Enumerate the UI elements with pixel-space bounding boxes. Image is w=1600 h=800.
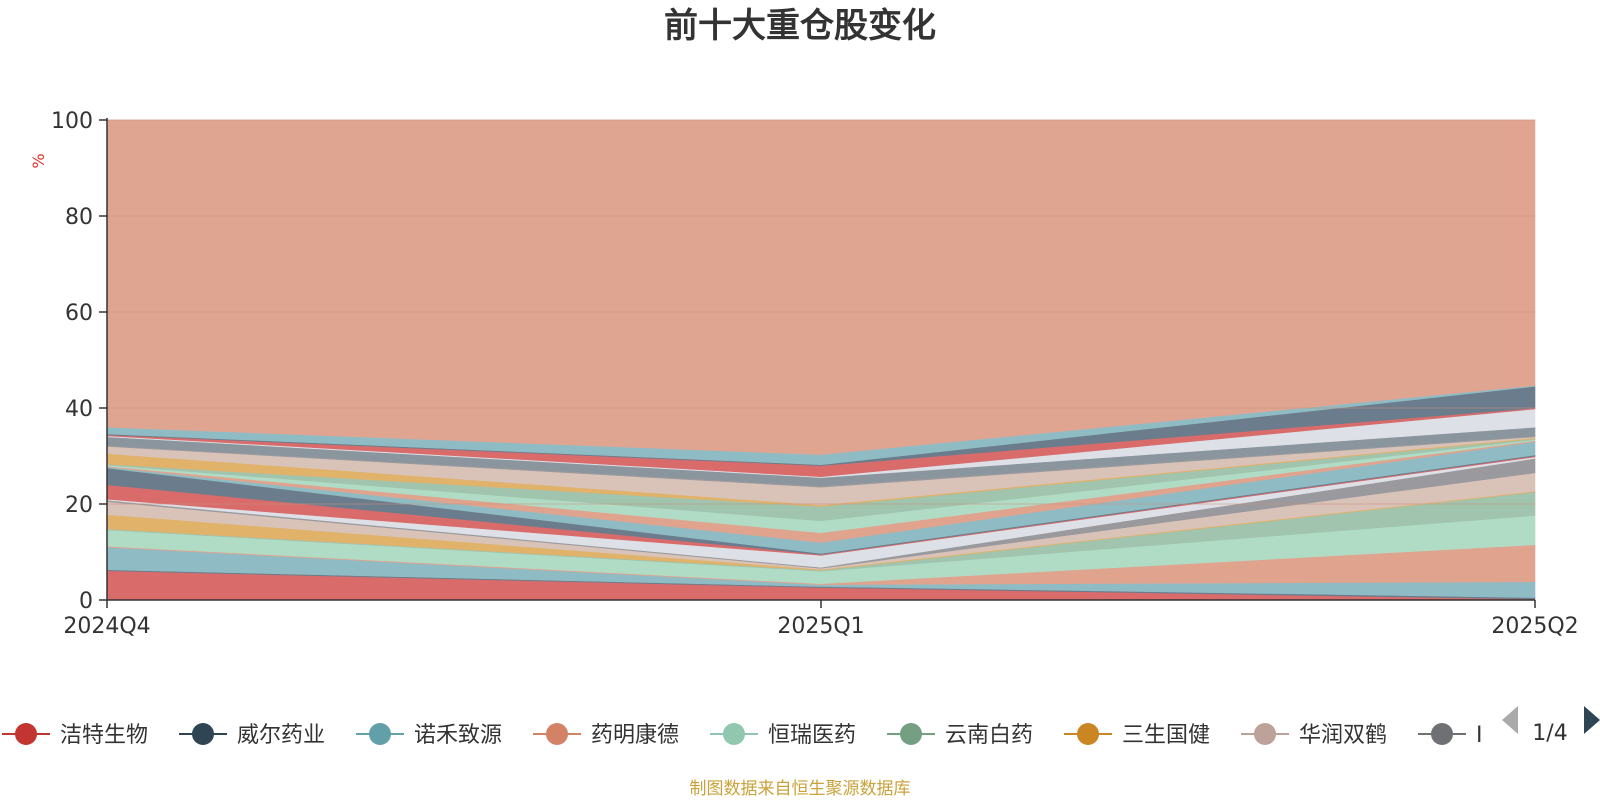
legend-item[interactable]: 三生国健 [1064, 723, 1210, 748]
legend-marker-icon [192, 723, 214, 745]
legend-item[interactable]: 威尔药业 [179, 723, 325, 748]
legend-item[interactable]: 洁特生物 [2, 723, 148, 748]
legend-item[interactable]: I [1418, 723, 1483, 748]
legend-label: 三生国健 [1122, 723, 1210, 748]
legend-label: 恒瑞医药 [768, 723, 856, 748]
legend-marker-icon [900, 723, 922, 745]
legend-label: 洁特生物 [60, 723, 148, 748]
x-tick-labels: 2024Q4 2025Q1 2025Q2 [63, 600, 1579, 639]
legend-item[interactable]: 诺禾致源 [356, 723, 502, 748]
legend-label: I [1476, 723, 1483, 748]
next-page-icon[interactable] [1584, 706, 1600, 734]
y-tick-label: 80 [65, 205, 93, 230]
gridlines [107, 119, 1535, 505]
legend-marker-icon [723, 723, 745, 745]
legend-marker-icon [369, 723, 391, 745]
legend-marker-icon [1077, 723, 1099, 745]
area-band-24 [106, 119, 1536, 455]
prev-page-icon[interactable] [1502, 706, 1518, 734]
y-tick-label: 60 [65, 301, 93, 326]
area-layers [106, 119, 1536, 601]
chart-title: 前十大重仓股变化 [664, 6, 936, 46]
y-tick-label: 0 [79, 589, 93, 614]
legend-item[interactable]: 华润双鹤 [1241, 723, 1387, 748]
legend[interactable]: 洁特生物 威尔药业 诺禾致源 药明康德 恒瑞医药 云南白药 三生国健 华润双鹤 I [2, 723, 1483, 748]
legend-label: 诺禾致源 [414, 723, 502, 748]
y-tick-labels: 0 20 40 60 80 100 [51, 109, 107, 614]
y-tick-label: 40 [65, 397, 93, 422]
legend-page-indicator: 1/4 [1532, 721, 1567, 746]
legend-marker-icon [1431, 723, 1453, 745]
legend-label: 云南白药 [945, 723, 1033, 748]
legend-item[interactable]: 云南白药 [887, 723, 1033, 748]
data-source-note: 制图数据来自恒生聚源数据库 [690, 779, 911, 799]
x-tick-label: 2024Q4 [63, 614, 150, 639]
x-tick-label: 2025Q1 [777, 614, 864, 639]
legend-marker-icon [1254, 723, 1276, 745]
legend-label: 华润双鹤 [1299, 723, 1387, 748]
legend-marker-icon [15, 723, 37, 745]
legend-pager: 1/4 [1502, 706, 1600, 746]
legend-marker-icon [546, 723, 568, 745]
y-unit-label: % [29, 153, 48, 168]
legend-item[interactable]: 恒瑞医药 [710, 723, 856, 748]
y-tick-label: 100 [51, 109, 93, 134]
legend-item[interactable]: 药明康德 [533, 723, 679, 748]
legend-label: 药明康德 [591, 723, 679, 748]
y-tick-label: 20 [65, 493, 93, 518]
x-tick-label: 2025Q2 [1491, 614, 1578, 639]
legend-label: 威尔药业 [237, 723, 325, 748]
